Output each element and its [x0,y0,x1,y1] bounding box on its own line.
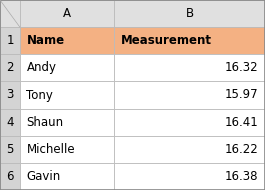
Text: 16.32: 16.32 [225,61,258,74]
Bar [20,136,114,163]
Text: 16.41: 16.41 [225,116,258,129]
Text: Shaun: Shaun [26,116,64,129]
Text: B: B [186,7,193,20]
Bar [0,27,20,54]
Text: Measurement: Measurement [121,34,211,47]
Bar [114,136,265,163]
Bar [114,82,265,108]
Bar [0,82,20,108]
Text: Andy: Andy [26,61,56,74]
Text: 16.22: 16.22 [225,143,258,156]
Bar [114,54,265,82]
Text: 3: 3 [6,89,14,101]
Bar [114,27,265,54]
Text: 2: 2 [6,61,14,74]
Bar [0,54,20,82]
Text: Name: Name [26,34,65,47]
Text: 15.97: 15.97 [225,89,258,101]
Bar [20,27,114,54]
Text: A: A [63,7,71,20]
Bar [20,82,114,108]
Bar [20,108,114,136]
Bar [20,0,114,27]
Text: 4: 4 [6,116,14,129]
Text: 6: 6 [6,170,14,183]
Bar [114,0,265,27]
Text: 16.38: 16.38 [225,170,258,183]
Bar [114,108,265,136]
Text: 5: 5 [6,143,14,156]
Text: 1: 1 [6,34,14,47]
Text: Michelle: Michelle [26,143,75,156]
Bar [0,0,20,27]
Bar [20,163,114,190]
Text: Tony: Tony [26,89,53,101]
Bar [0,108,20,136]
Bar [0,163,20,190]
Bar [0,136,20,163]
Bar [20,54,114,82]
Text: Gavin: Gavin [26,170,61,183]
Bar [114,163,265,190]
